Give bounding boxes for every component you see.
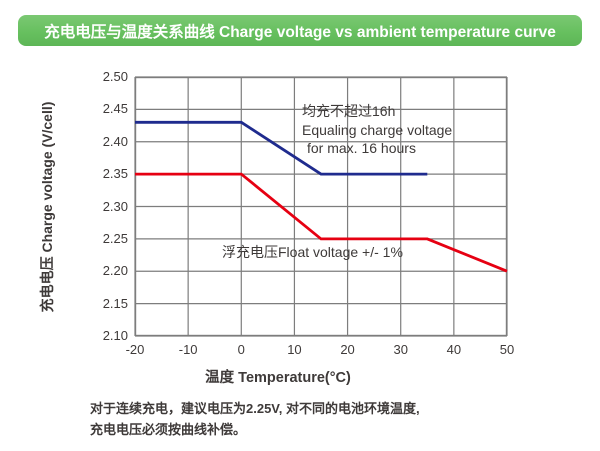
y-axis-title: 充电电压 Charge voltage (V/cell) (39, 101, 55, 312)
y-tick-label: 2.50 (102, 69, 128, 84)
annotation-equalizing-line1: 均充不超过16h (302, 103, 396, 119)
y-tick-label: 2.25 (102, 230, 128, 246)
plot-svg (134, 76, 508, 337)
annotation-float: 浮充电压Float voltage +/- 1% (222, 243, 403, 262)
y-tick-label: 2.20 (102, 263, 128, 279)
y-tick-label: 2.40 (102, 133, 128, 149)
y-tick-label: 2.10 (102, 328, 128, 343)
y-tick-label: 2.30 (102, 198, 128, 214)
series-line-equalizing (135, 120, 428, 176)
x-tick-label: -10 (178, 342, 198, 357)
plot-border (135, 77, 507, 336)
chart-area: 2.50 2.45 2.40 2.35 2.30 2.25 2.20 2.15 2.10 -20… (0, 46, 600, 391)
x-tick-label: 0 (237, 342, 245, 357)
y-tick-label: 2.15 (102, 295, 128, 311)
x-tick-label: 10 (287, 342, 302, 357)
y-tick-label: 2.45 (102, 101, 128, 117)
series-line-float (135, 172, 508, 273)
x-tick-label: 20 (340, 342, 355, 357)
annotation-equalizing-line3: for max. 16 hours (307, 140, 416, 156)
x-tick-label: 40 (446, 342, 462, 357)
annotation-equalizing-line2: Equaling charge voltage (302, 121, 453, 138)
x-tick-label: 30 (393, 342, 408, 357)
footer-note-line1: 对于连续充电，建议电压为2.25V, 对不同的电池环境温度, (90, 401, 420, 416)
footer-note: 对于连续充电，建议电压为2.25V, 对不同的电池环境温度, 充电电压必须按曲线… (90, 398, 420, 440)
x-axis-title: 温度 Temperature(°C) (0, 366, 600, 387)
page-title: 充电电压与温度关系曲线 Charge voltage vs ambient te… (44, 23, 556, 41)
footer-note-line2: 充电电压必须按曲线补偿。 (90, 422, 247, 437)
title-banner: 充电电压与温度关系曲线 Charge voltage vs ambient te… (18, 15, 582, 46)
y-tick-label: 2.35 (102, 166, 128, 182)
annotation-equalizing: 均充不超过16h Equaling charge voltage for max… (302, 102, 452, 158)
x-tick-label: -20 (125, 342, 145, 357)
annotation-float-line1: 浮充电压Float voltage +/- 1% (222, 244, 403, 260)
x-tick-label: 50 (499, 342, 515, 357)
x-axis-title-text: 温度 Temperature(°C) (205, 370, 351, 386)
